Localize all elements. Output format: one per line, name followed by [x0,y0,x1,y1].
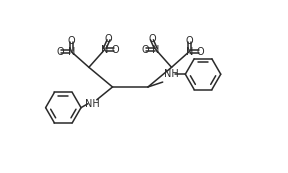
Text: O: O [56,47,64,57]
Text: N: N [67,47,75,57]
Text: NH: NH [164,69,179,79]
Text: O: O [185,36,193,46]
Text: O: O [196,47,204,57]
Text: NH: NH [86,99,100,109]
Text: O: O [105,34,112,44]
Text: O: O [67,36,75,46]
Text: O: O [148,34,156,44]
Text: O: O [141,45,149,55]
Text: N: N [101,45,108,55]
Text: N: N [185,47,193,57]
Text: O: O [112,45,119,55]
Text: N: N [152,45,160,55]
